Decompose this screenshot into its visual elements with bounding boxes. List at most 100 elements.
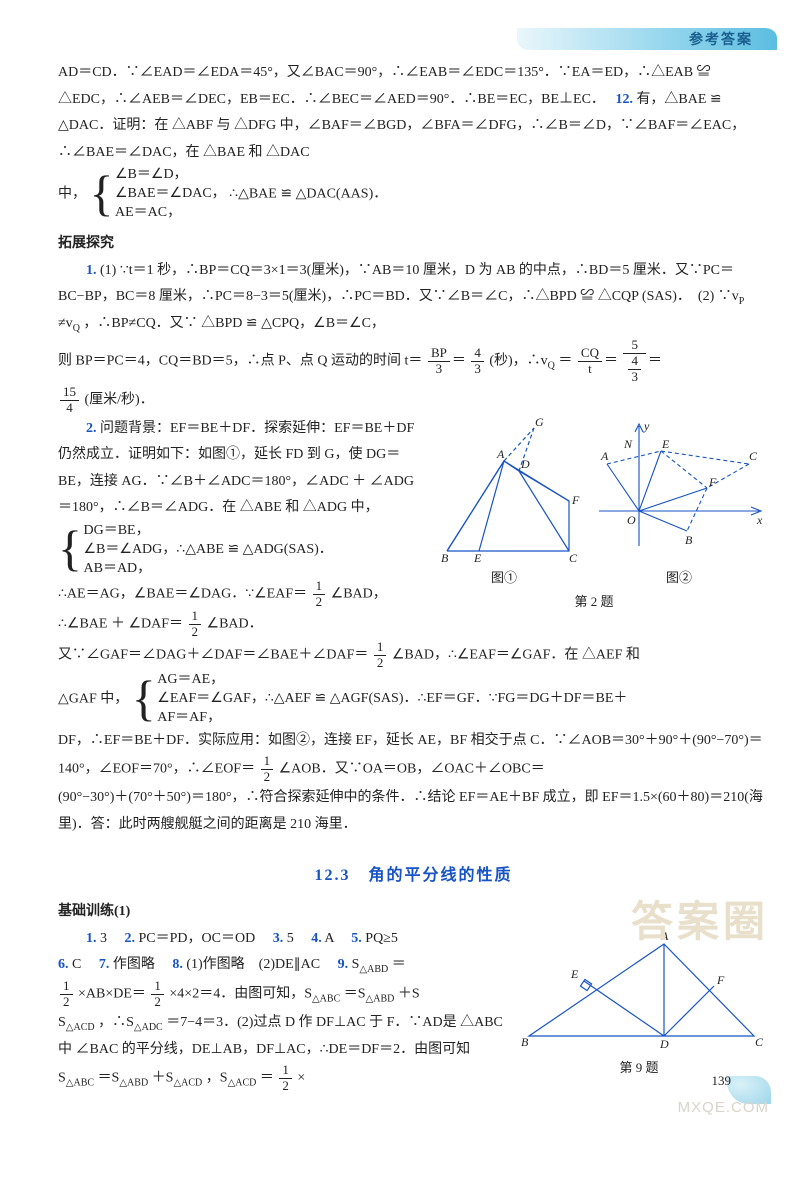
left-brace-icon: {: [90, 168, 114, 218]
sub-p: P: [739, 296, 745, 307]
problem-12-text: AD＝CD．∵∠EAD＝∠EDA＝45°，又∠BAC＝90°，∴∠EAB＝∠ED…: [58, 60, 769, 166]
q2-p2c: ∠BAD．: [207, 617, 263, 632]
frac-d: 43: [623, 354, 646, 385]
frac-bp3: BP3: [428, 346, 450, 377]
page-leaf-decoration: [727, 1076, 771, 1104]
q1-label: 1.: [86, 263, 97, 278]
fig9-label-D: D: [659, 1037, 669, 1051]
q12-label: 12.: [615, 92, 633, 107]
fig1-label-C: C: [569, 551, 578, 565]
jichu-text-col: 1. 3 2. PC＝PD，OC＝OD 3. 5 4. A 5. PQ≥5 6.…: [58, 926, 509, 1095]
q2-p5b: ∠AOB．又∵OA＝OB，∠OAC＋∠OBC＝: [279, 762, 545, 777]
frac-n: 4: [471, 346, 484, 362]
q2-label: 2.: [86, 421, 97, 436]
q8-label: 8.: [172, 957, 183, 972]
q5-text: PQ≥5: [362, 931, 398, 946]
frac-n: 1: [60, 979, 73, 995]
q12-after: ∴△BAE ≌ △DAC(AAS)．: [229, 187, 387, 202]
header-ribbon: 参考答案: [517, 28, 777, 54]
q2-sys4b-after: ∴△AEF ≌ △AGF(SAS)．∴EF＝GF．∵FG＝DG＋DF＝BE＋: [265, 691, 628, 706]
q5-label: 5.: [351, 931, 362, 946]
sub-acd1: △ACD: [66, 1022, 95, 1033]
frac-5-43: 543: [623, 338, 646, 385]
q1-label: 1.: [86, 931, 97, 946]
frac-d: 2: [374, 656, 387, 671]
jichu-heading: 基础训练(1): [58, 899, 769, 926]
q12-system: ∠B＝∠D， ∠BAE＝∠DAC， AE＝AC，: [115, 166, 226, 223]
q1-p3-text: (厘米/秒)．: [85, 392, 154, 407]
q4-text: A: [322, 931, 348, 946]
frac-d: 2: [279, 1079, 292, 1094]
sub-adc1: △ADC: [134, 1022, 163, 1033]
figure-9-wrap: A B C D E F 第 9 题: [509, 926, 769, 1081]
q9-g: ，∴S: [98, 1015, 134, 1030]
tuozhan-q1-p1: 1. (1) ∵t＝1 秒，∴BP＝CQ＝3×1＝3(厘米)，∵AB＝10 厘米…: [58, 258, 769, 338]
fig1-label-G: G: [535, 416, 544, 429]
q2-sys2: ∠B＝∠ADG，: [84, 542, 177, 557]
q6-text: C: [69, 957, 96, 972]
q2-sys4b: ∠EAF＝∠GAF，: [157, 691, 265, 706]
jichu-line2: 6. C 7. 作图略 8. (1)作图略 (2)DE∥AC 9. S△ABD …: [58, 952, 509, 979]
q9-d: ×4×2＝4．由图可知，S: [169, 987, 312, 1002]
tuozhan-q1-p2: 则 BP＝PC＝4，CQ＝BD＝5，∴点 P、点 Q 运动的时间 t＝ BP3＝…: [58, 338, 769, 385]
q2-p1: 问题背景：EF＝BE＋DF．探索延伸：EF＝BE＋DF 仍然成立．证明如下：如图…: [58, 421, 414, 516]
q1-p1c: ，∴BP≠CQ．又∵ △BPD ≌ △CPQ，∠B＝∠C，: [83, 316, 385, 331]
q2-sys3: AB＝AD，: [84, 560, 333, 579]
frac-12-g: 12: [279, 1063, 292, 1094]
q2-text-col: 2. 问题背景：EF＝BE＋DF．探索延伸：EF＝BE＋DF 仍然成立．证明如下…: [58, 416, 419, 641]
q9-e: ＝S: [344, 987, 366, 1002]
fig2-label-E: E: [661, 437, 670, 451]
fig2-label-N: N: [623, 437, 633, 451]
tuozhan-heading: 拓展探究: [58, 231, 769, 258]
fig1-label-E: E: [473, 551, 482, 565]
q2-text: PC＝PD，OC＝OD: [135, 931, 269, 946]
q8-text: (1)作图略 (2)DE∥AC: [183, 957, 334, 972]
q2-figures: A B C D E F G 图①: [419, 416, 769, 591]
figure-9-svg: A B C D E F: [509, 926, 769, 1056]
q9-label: 9.: [338, 957, 349, 972]
fig9-label-F: F: [716, 973, 725, 987]
q2-p3: 又∵∠GAF＝∠DAG＋∠DAF＝∠BAE＋∠DAF＝: [58, 648, 368, 663]
q9-f: ＋S: [398, 987, 420, 1002]
frac-n: 5: [623, 338, 646, 354]
q7-text: 作图略: [109, 957, 169, 972]
q6-label: 6.: [58, 957, 69, 972]
q2-system2-wrap: △GAF 中， { AG＝AE， ∠EAF＝∠GAF，∴△AEF ≌ △AGF(…: [58, 671, 769, 728]
q1-p2b: (秒)，∴v: [489, 353, 547, 368]
content-body: AD＝CD．∵∠EAD＝∠EDA＝45°，又∠BAC＝90°，∴∠EAB＝∠ED…: [58, 60, 769, 1094]
frac-d: t: [578, 362, 602, 377]
page-number: 139: [712, 1069, 732, 1094]
jichu-line3: 12 ×AB×DE＝ 12 ×4×2＝4．由图可知，S△ABC ＝S△ABD ＋…: [58, 979, 509, 1010]
q9-m: ×: [297, 1071, 305, 1086]
q12-lead: 中，: [58, 187, 86, 202]
p1-text: AD＝CD．∵∠EAD＝∠EDA＝45°，又∠BAC＝90°，∴∠EAB＝∠ED…: [58, 65, 711, 107]
frac-12-a: 12: [313, 579, 326, 610]
jichu-line4: S△ACD ，∴S△ADC ＝7−4＝3．(2)过点 D 作 DF⊥AC 于 F…: [58, 1010, 509, 1094]
figure-1-svg: A B C D E F G: [419, 416, 589, 566]
fig2-label-F: F: [708, 475, 717, 489]
frac-n: 1: [374, 640, 387, 656]
frac-d: 3: [471, 362, 484, 377]
frac-12-b: 12: [189, 609, 202, 640]
q2-sys2-line: ∠B＝∠ADG，∴△ABE ≌ △ADG(SAS)．: [84, 541, 333, 560]
frac-12-e: 12: [60, 979, 73, 1010]
left-brace-icon: {: [58, 523, 82, 573]
sub-abd1: △ABD: [359, 964, 388, 975]
q1-p2c: ＝: [558, 353, 572, 368]
q1-p1a: (1) ∵t＝1 秒，∴BP＝CQ＝3×1＝3(厘米)，∵AB＝10 厘米，D …: [58, 263, 739, 305]
ribbon-title: 参考答案: [689, 28, 753, 55]
q1-p1b: ≠v: [58, 316, 73, 331]
frac-n: 1: [279, 1063, 292, 1079]
frac-n: 15: [60, 385, 79, 401]
sub-q: Q: [73, 323, 80, 334]
fig2-label-C: C: [749, 449, 758, 463]
frac-cqt: CQt: [578, 346, 602, 377]
frac-43: 43: [471, 346, 484, 377]
sub-acd3: △ACD: [228, 1078, 257, 1089]
frac-n: CQ: [578, 346, 602, 362]
q2-fig-row-caption: 第 2 题: [419, 590, 769, 615]
q9-c: ×AB×DE＝: [78, 987, 146, 1002]
fig2-label-O: O: [627, 513, 636, 527]
sub-abc1: △ABC: [312, 993, 340, 1004]
sub-q2: Q: [548, 360, 555, 371]
